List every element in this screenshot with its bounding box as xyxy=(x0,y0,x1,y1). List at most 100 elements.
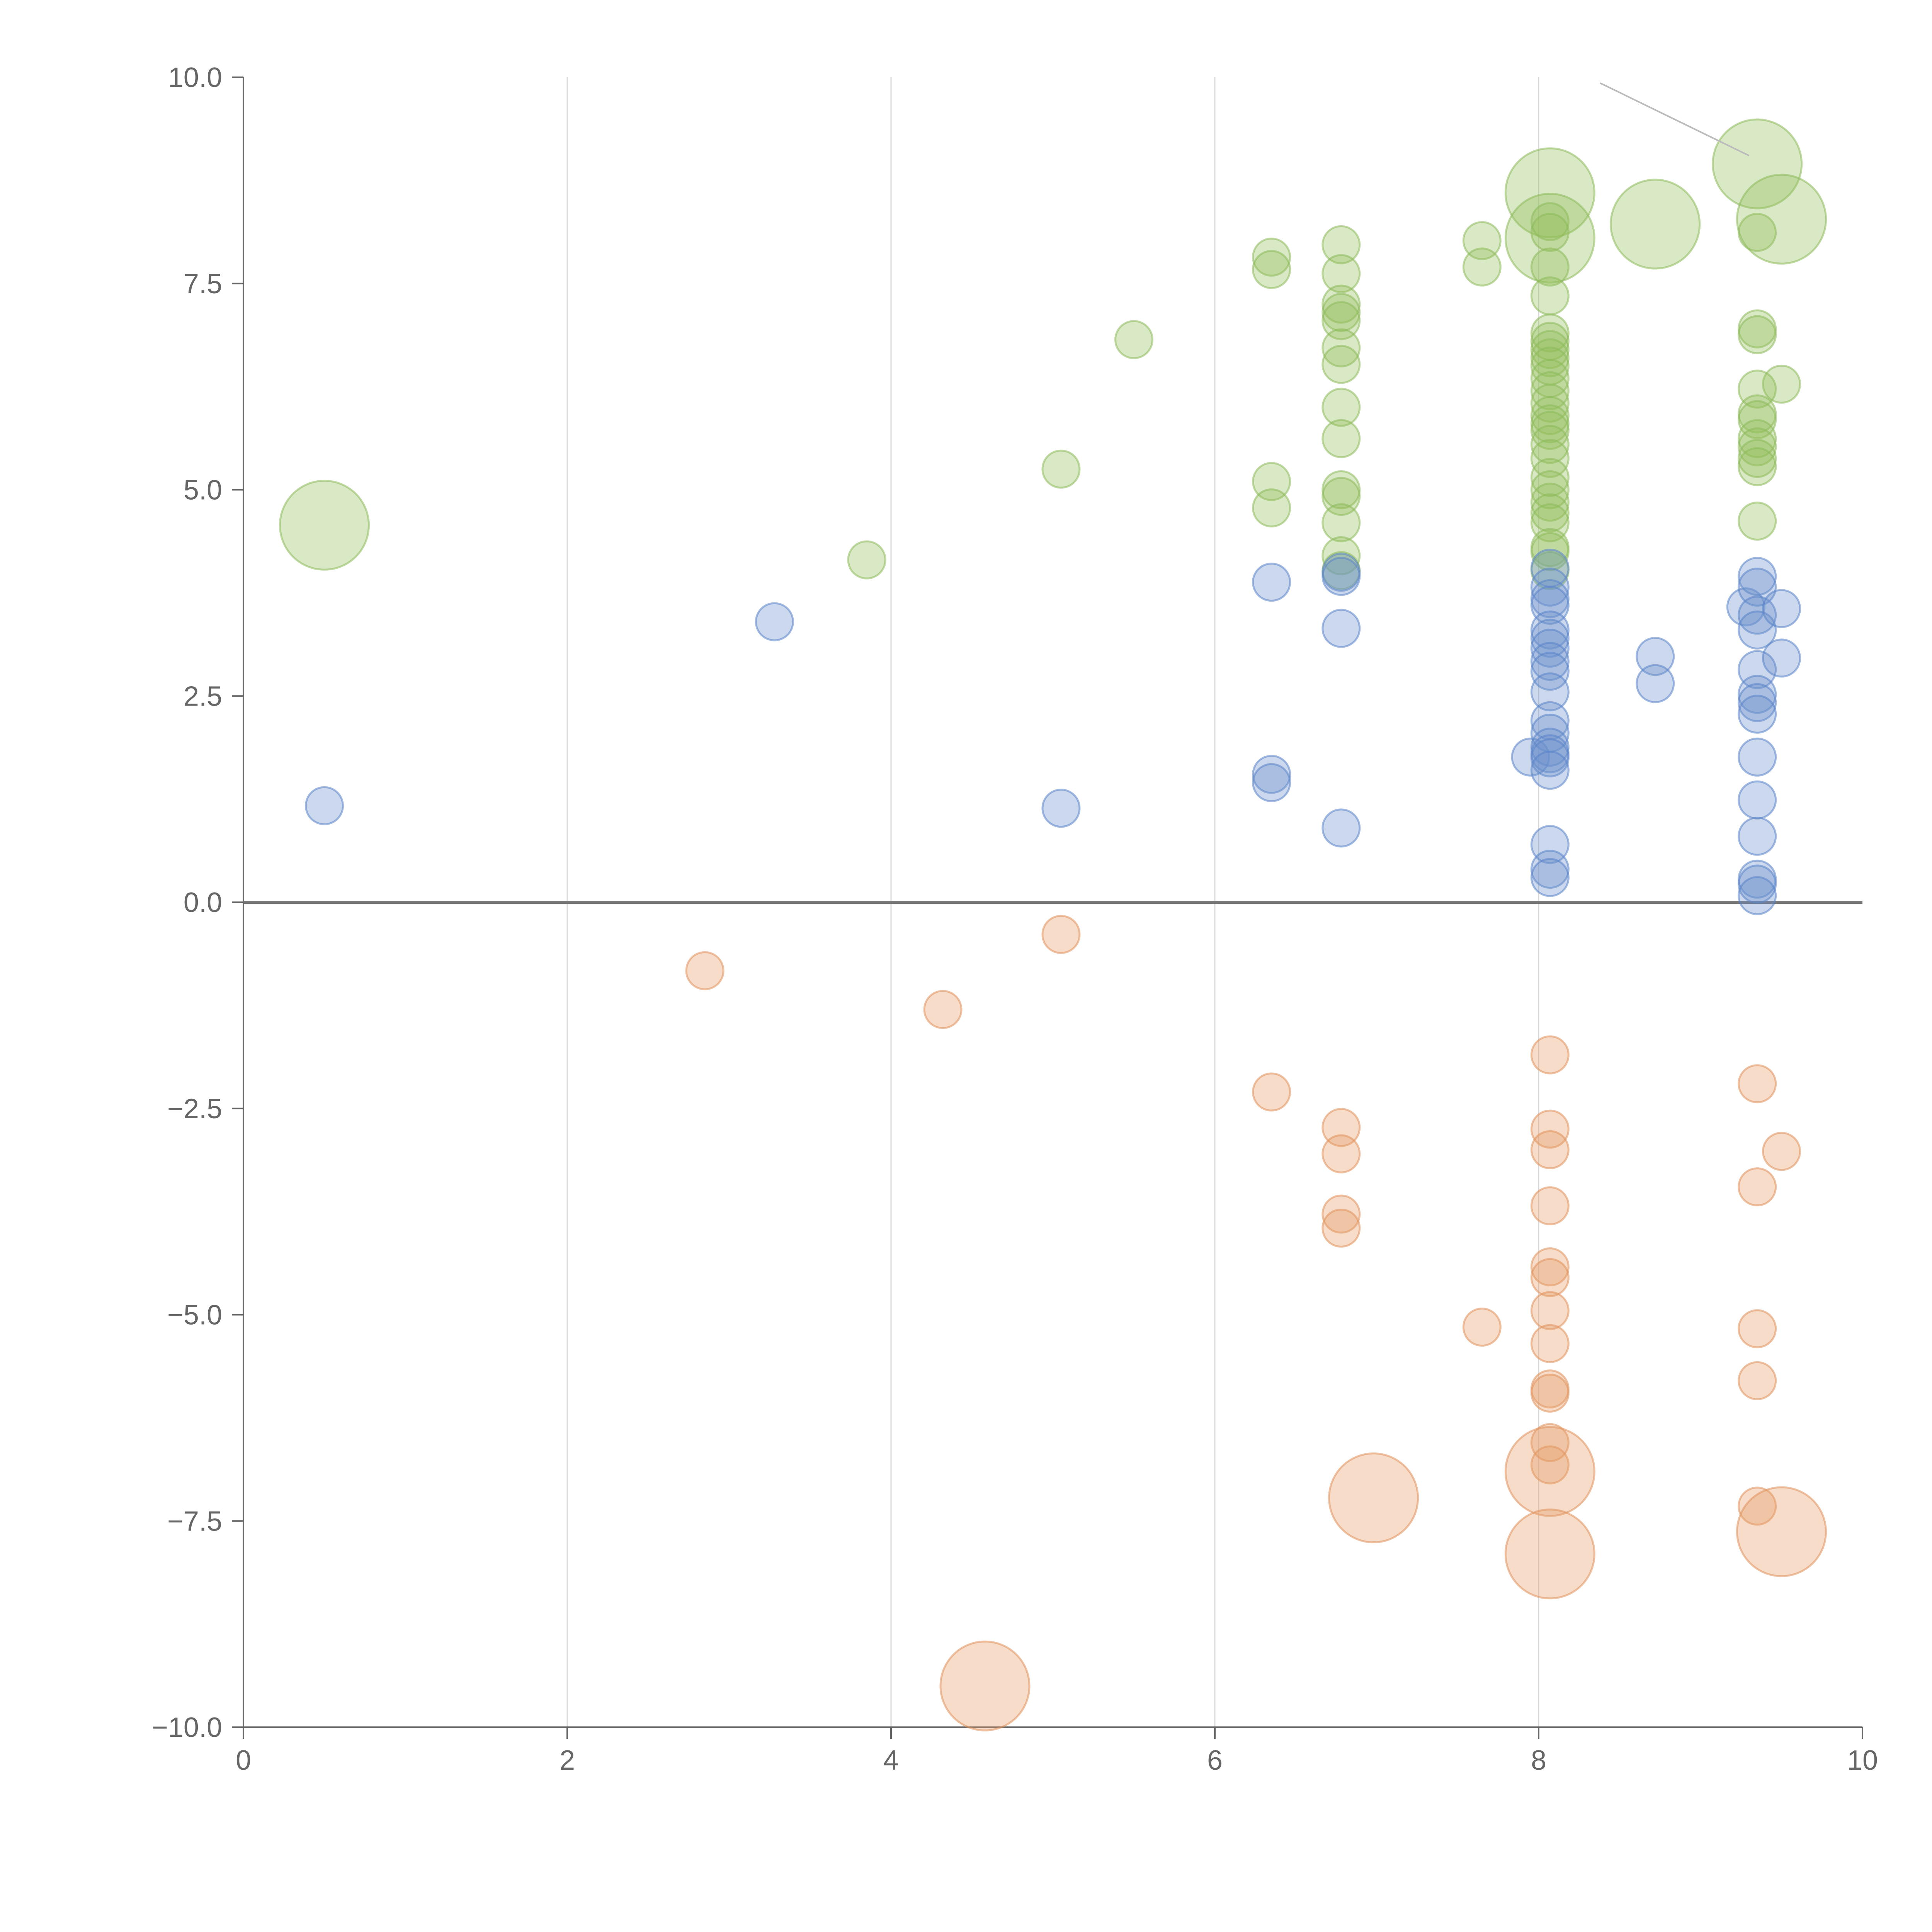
green-point xyxy=(1530,202,1570,242)
green-point xyxy=(1321,225,1361,264)
blue-point xyxy=(1530,651,1570,691)
orange-point xyxy=(1530,1445,1570,1485)
green-point xyxy=(1321,345,1361,384)
y-tick-label: 5.0 xyxy=(184,475,222,506)
green-point xyxy=(1321,301,1361,340)
green-point xyxy=(1530,425,1570,464)
blue-point xyxy=(1530,672,1570,712)
orange-point xyxy=(1738,1486,1777,1526)
orange-point xyxy=(1738,1064,1777,1104)
blue-point xyxy=(1321,557,1361,596)
blue-point xyxy=(1530,858,1570,897)
orange-point xyxy=(1504,1509,1595,1600)
green-point xyxy=(279,480,370,571)
x-tick-label: 8 xyxy=(1531,1745,1546,1776)
orange-point xyxy=(1041,915,1081,954)
green-point xyxy=(1321,503,1361,543)
x-tick-label: 4 xyxy=(883,1745,899,1776)
blue-point xyxy=(1252,755,1291,794)
blue-point xyxy=(1252,763,1291,802)
y-tick-label: −7.5 xyxy=(167,1506,222,1537)
y-tick-label: 10.0 xyxy=(168,62,222,93)
blue-point xyxy=(1530,738,1570,777)
orange-point xyxy=(1738,1167,1777,1207)
green-point xyxy=(1610,179,1701,270)
green-point xyxy=(1530,483,1570,522)
annotation-leader-line xyxy=(1600,82,1750,156)
orange-point xyxy=(1530,1109,1570,1149)
orange-point xyxy=(1252,1072,1291,1112)
green-point xyxy=(1738,427,1777,466)
blue-point xyxy=(1041,789,1081,828)
green-point xyxy=(1736,173,1827,265)
blue-point xyxy=(1530,642,1570,681)
orange-point xyxy=(1530,1035,1570,1075)
orange-point xyxy=(1321,1194,1361,1234)
x-tick-label: 10 xyxy=(1847,1745,1878,1776)
y-tick-label: −5.0 xyxy=(167,1300,222,1331)
green-point xyxy=(1530,213,1570,252)
orange-point xyxy=(1530,1423,1570,1462)
blue-point xyxy=(1636,637,1675,676)
orange-point xyxy=(1504,1426,1595,1517)
y-tick-label: 2.5 xyxy=(184,681,222,712)
green-point xyxy=(1321,328,1361,367)
blue-point xyxy=(1762,589,1801,628)
green-point xyxy=(1530,470,1570,509)
green-point xyxy=(1738,447,1777,486)
blue-point xyxy=(1530,850,1570,889)
orange-point xyxy=(939,1640,1031,1731)
green-point xyxy=(1321,536,1361,575)
blue-point xyxy=(755,602,794,641)
green-point xyxy=(1530,411,1570,450)
x-tick-label: 0 xyxy=(236,1745,251,1776)
blue-point xyxy=(1738,780,1777,820)
green-point xyxy=(1530,330,1570,369)
green-point xyxy=(1321,293,1361,332)
blue-point xyxy=(1738,816,1777,856)
blue-point xyxy=(1738,683,1777,722)
y-tick-label: −2.5 xyxy=(167,1094,222,1124)
blue-point xyxy=(1252,563,1291,602)
green-point xyxy=(1738,439,1777,478)
axis-layer: 0 2 4 6 8 10 10.0 7.5 5.0 2.5 0.0 −2.5 −5.0 −7.5 −10.0 xyxy=(152,62,1878,1776)
y-tick-label: 7.5 xyxy=(184,269,222,299)
y-tick-label: −10.0 xyxy=(152,1712,222,1743)
orange-point xyxy=(1738,1309,1777,1349)
green-point xyxy=(1530,493,1570,532)
blue-point xyxy=(1636,664,1675,703)
blue-point xyxy=(1321,609,1361,648)
orange-point xyxy=(1762,1132,1801,1171)
blue-point xyxy=(1530,619,1570,658)
orange-point xyxy=(1328,1452,1419,1543)
green-point xyxy=(1321,284,1361,324)
orange-point xyxy=(1530,1130,1570,1169)
orange-point xyxy=(1462,1308,1502,1347)
orange-point xyxy=(1530,1291,1570,1330)
green-point xyxy=(1738,419,1777,458)
orange-point xyxy=(1530,1186,1570,1226)
orange-point xyxy=(685,951,724,990)
annotation-layer xyxy=(1600,82,1750,156)
blue-point xyxy=(1738,557,1777,596)
orange-point xyxy=(923,990,963,1029)
green-point xyxy=(1530,383,1570,423)
blue-point xyxy=(1738,595,1777,635)
blue-point xyxy=(1762,638,1801,678)
green-point xyxy=(1762,364,1801,404)
green-point xyxy=(1114,320,1153,359)
green-point xyxy=(1530,247,1570,287)
green-point xyxy=(1462,247,1502,287)
green-point xyxy=(1252,237,1291,277)
blue-point xyxy=(1738,737,1777,777)
green-point xyxy=(1530,276,1570,316)
blue-point xyxy=(1530,628,1570,668)
y-tick-label: 0.0 xyxy=(184,887,222,918)
orange-point xyxy=(1530,1373,1570,1413)
blue-point xyxy=(1738,876,1777,915)
x-tick-label: 2 xyxy=(560,1745,575,1776)
orange-point xyxy=(1530,1324,1570,1363)
blue-point xyxy=(1321,808,1361,848)
